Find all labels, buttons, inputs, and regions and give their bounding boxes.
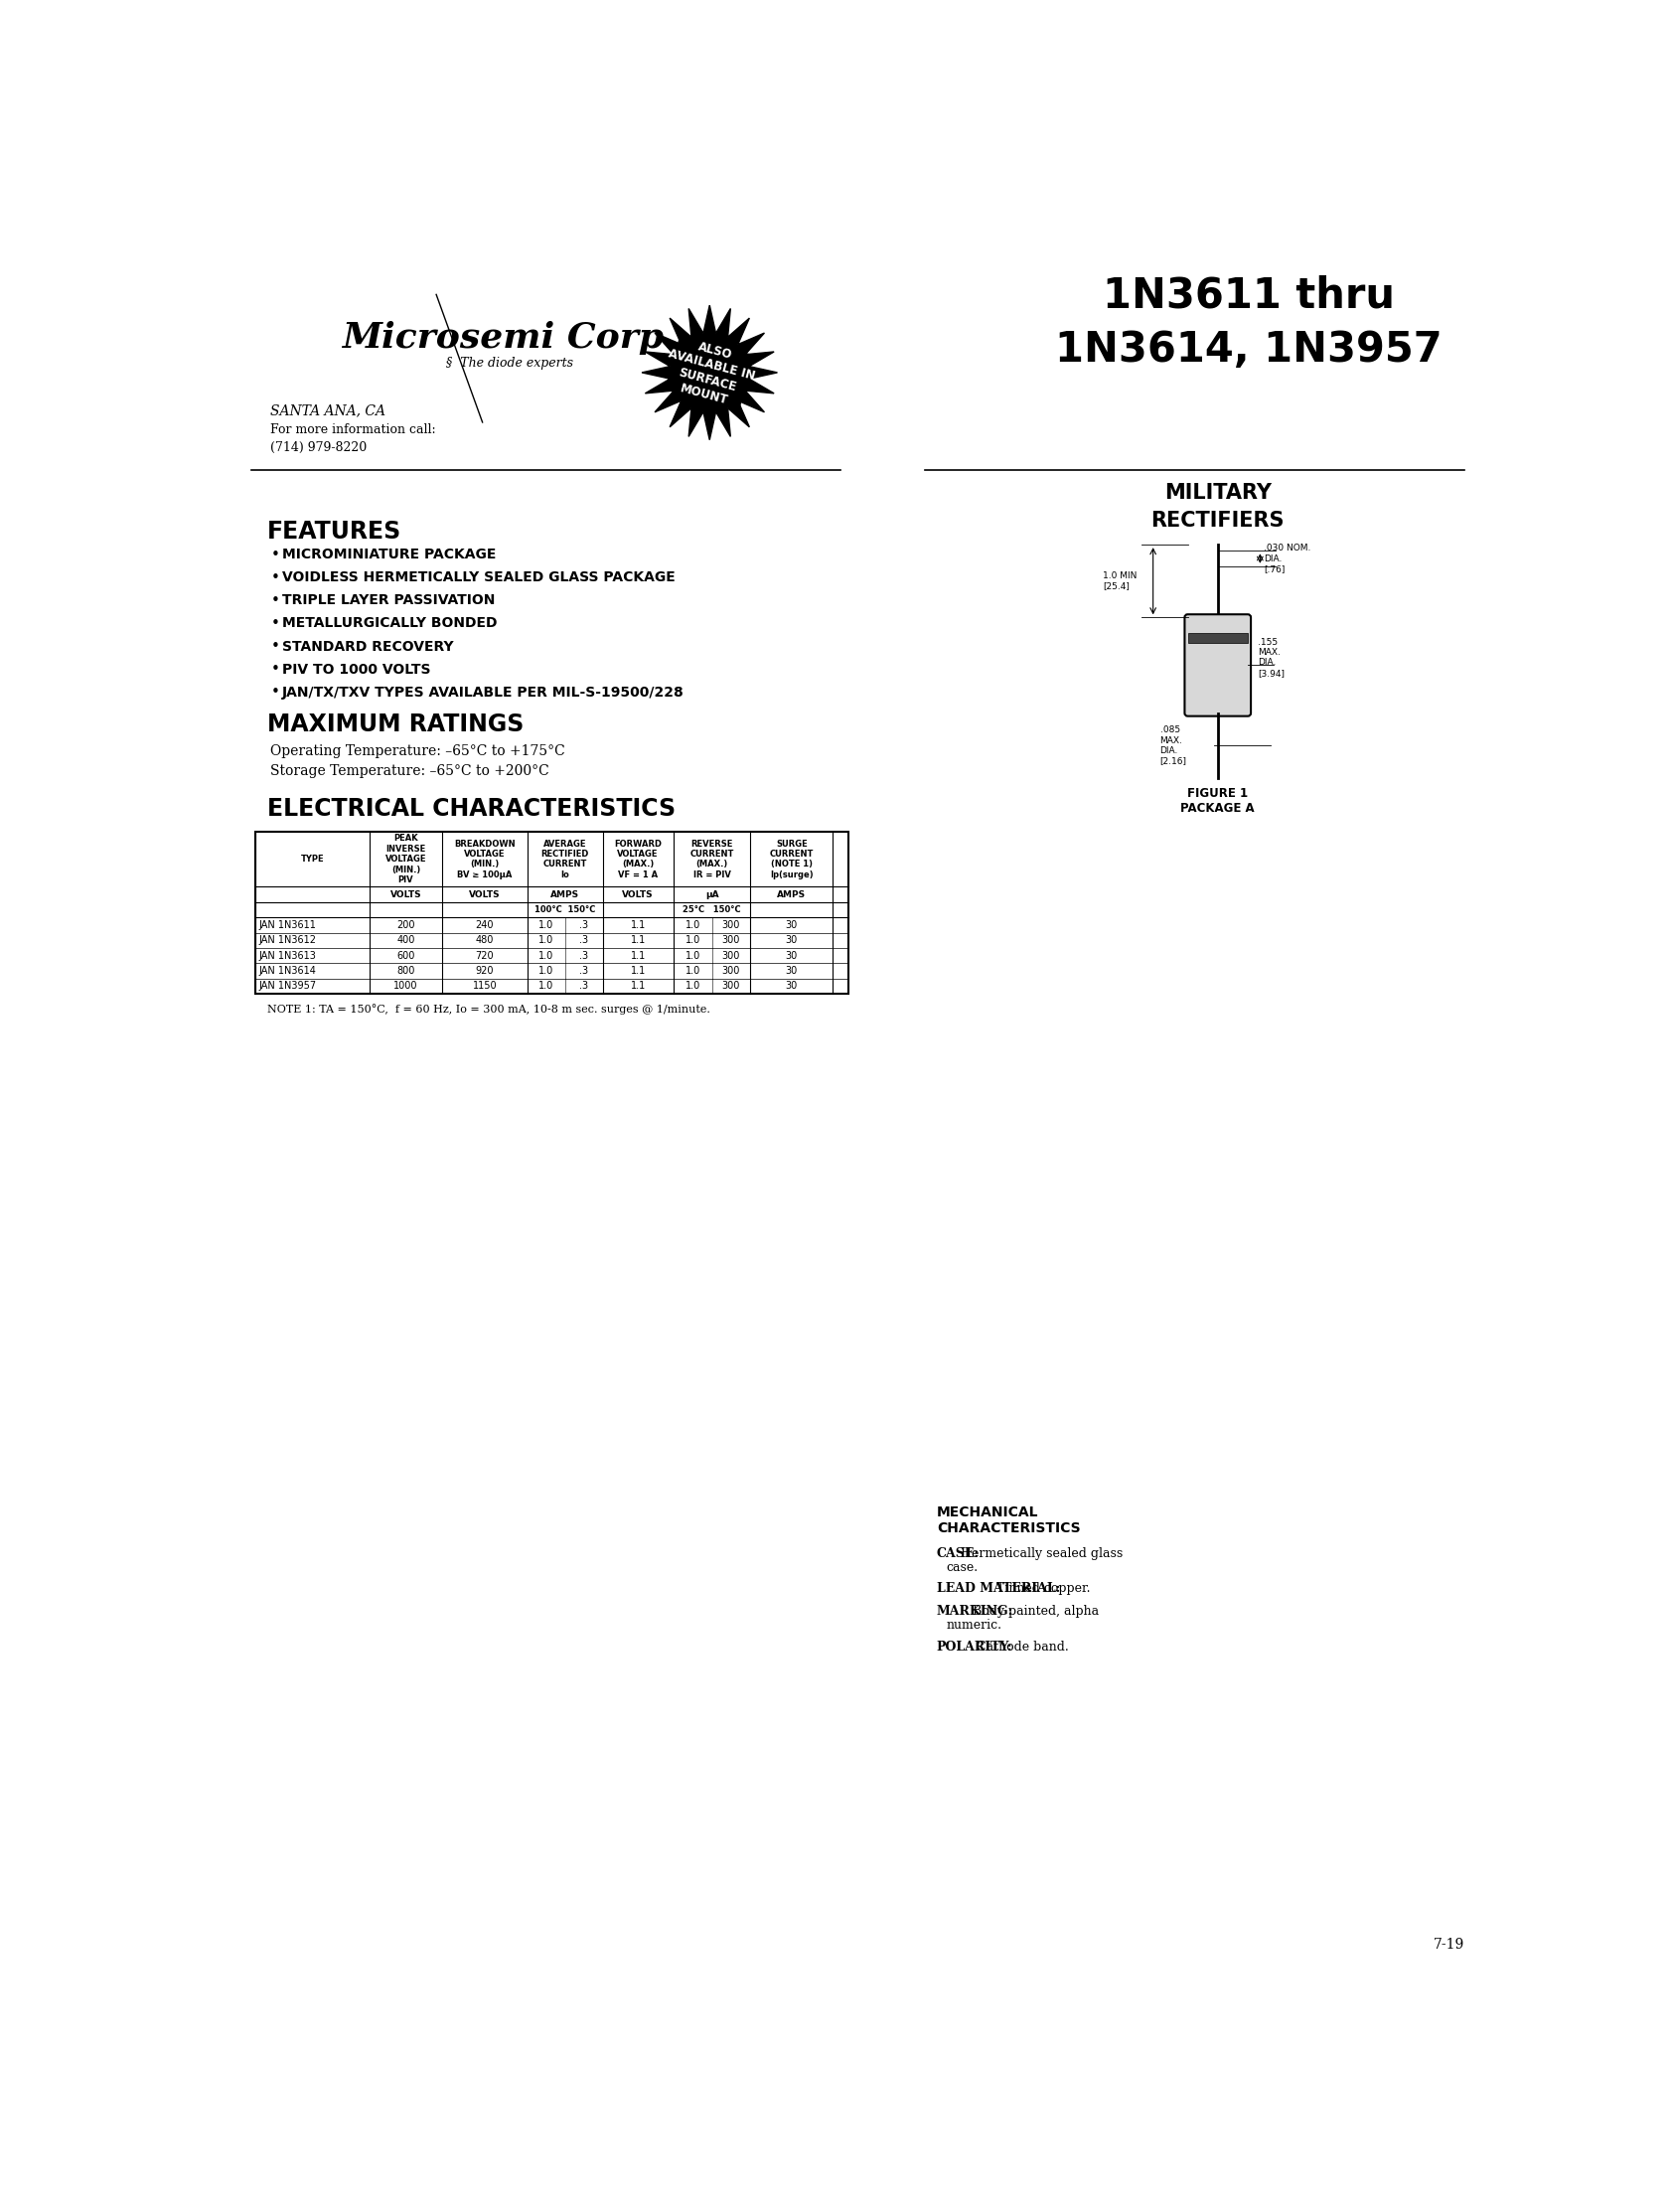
Bar: [256, 832, 848, 993]
Text: 1.0: 1.0: [684, 951, 701, 960]
Text: 1N3611 thru
1N3614, 1N3957: 1N3611 thru 1N3614, 1N3957: [1056, 274, 1442, 372]
Text: ALSO
AVAILABLE IN
SURFACE
MOUNT: ALSO AVAILABLE IN SURFACE MOUNT: [659, 334, 760, 411]
Text: TYPE: TYPE: [301, 854, 325, 863]
Text: Microsemi Corp.: Microsemi Corp.: [343, 321, 676, 354]
Text: 1.1: 1.1: [631, 982, 646, 991]
Bar: [1188, 633, 1248, 644]
Text: .030 NOM.
DIA.
[.76]: .030 NOM. DIA. [.76]: [1263, 544, 1312, 573]
Text: 1.1: 1.1: [631, 967, 646, 975]
Text: Hermetically sealed glass: Hermetically sealed glass: [957, 1546, 1123, 1559]
Text: JAN/TX/TXV TYPES AVAILABLE PER MIL-S-19500/228: JAN/TX/TXV TYPES AVAILABLE PER MIL-S-195…: [283, 686, 684, 699]
Text: 800: 800: [397, 967, 415, 975]
Text: (714) 979-8220: (714) 979-8220: [271, 440, 368, 453]
Text: 30: 30: [786, 951, 798, 960]
Text: •: •: [271, 617, 279, 630]
Text: Operating Temperature: –65°C to +175°C: Operating Temperature: –65°C to +175°C: [271, 745, 565, 759]
Text: FEATURES: FEATURES: [268, 520, 402, 544]
Text: 25°C   150°C: 25°C 150°C: [683, 905, 741, 914]
Text: •: •: [271, 639, 279, 655]
Text: 1.0: 1.0: [684, 967, 701, 975]
Text: VOLTS: VOLTS: [468, 889, 500, 898]
Text: SANTA ANA, CA: SANTA ANA, CA: [271, 405, 386, 418]
Text: .085
MAX.
DIA.
[2.16]: .085 MAX. DIA. [2.16]: [1159, 726, 1186, 765]
Text: case.: case.: [945, 1562, 979, 1573]
Text: .3: .3: [579, 951, 589, 960]
Text: 30: 30: [786, 967, 798, 975]
Text: VOLTS: VOLTS: [390, 889, 422, 898]
Text: POLARITY:: POLARITY:: [937, 1641, 1012, 1652]
Text: AMPS: AMPS: [550, 889, 579, 898]
Text: METALLURGICALLY BONDED: METALLURGICALLY BONDED: [283, 617, 497, 630]
Text: 1.1: 1.1: [631, 951, 646, 960]
Text: MARKING:: MARKING:: [937, 1606, 1014, 1619]
Text: PIV TO 1000 VOLTS: PIV TO 1000 VOLTS: [283, 661, 430, 677]
Text: STANDARD RECOVERY: STANDARD RECOVERY: [283, 639, 453, 653]
Text: Tinned copper.: Tinned copper.: [992, 1582, 1091, 1595]
Text: 300: 300: [723, 936, 739, 945]
Text: 240: 240: [475, 920, 494, 929]
Text: BREAKDOWN
VOLTAGE
(MIN.)
BV ≥ 100μA: BREAKDOWN VOLTAGE (MIN.) BV ≥ 100μA: [453, 838, 515, 878]
Text: LEAD MATERIAL:: LEAD MATERIAL:: [937, 1582, 1061, 1595]
Text: Storage Temperature: –65°C to +200°C: Storage Temperature: –65°C to +200°C: [271, 765, 550, 779]
Text: PEAK
INVERSE
VOLTAGE
(MIN.)
PIV: PEAK INVERSE VOLTAGE (MIN.) PIV: [385, 834, 427, 885]
Text: 1000: 1000: [393, 982, 418, 991]
Text: JAN 1N3614: JAN 1N3614: [258, 967, 316, 975]
Text: .3: .3: [579, 936, 589, 945]
Text: 400: 400: [397, 936, 415, 945]
Text: .3: .3: [579, 967, 589, 975]
Bar: [666, 336, 755, 409]
Text: NOTE 1: TA = 150°C,  f = 60 Hz, Io = 300 mA, 10-8 m sec. surges @ 1/minute.: NOTE 1: TA = 150°C, f = 60 Hz, Io = 300 …: [268, 1004, 709, 1015]
Text: SURGE
CURRENT
(NOTE 1)
Ip(surge): SURGE CURRENT (NOTE 1) Ip(surge): [770, 838, 813, 878]
Text: 1.0: 1.0: [539, 982, 554, 991]
Text: 1.1: 1.1: [631, 936, 646, 945]
Text: 300: 300: [723, 951, 739, 960]
Text: AMPS: AMPS: [778, 889, 806, 898]
Text: 920: 920: [475, 967, 494, 975]
Text: 1.0: 1.0: [684, 982, 701, 991]
Text: 1.0: 1.0: [539, 951, 554, 960]
Text: REVERSE
CURRENT
(MAX.)
IR = PIV: REVERSE CURRENT (MAX.) IR = PIV: [689, 838, 734, 878]
Text: VOLTS: VOLTS: [622, 889, 654, 898]
Text: Body painted, alpha: Body painted, alpha: [969, 1606, 1099, 1619]
Text: VOIDLESS HERMETICALLY SEALED GLASS PACKAGE: VOIDLESS HERMETICALLY SEALED GLASS PACKA…: [283, 571, 676, 584]
Text: 7-19: 7-19: [1434, 1938, 1464, 1951]
Text: 1.0: 1.0: [539, 967, 554, 975]
Text: Cathode band.: Cathode band.: [972, 1641, 1069, 1652]
Text: •: •: [271, 593, 279, 608]
Text: .155
MAX.
DIA.
[3.94]: .155 MAX. DIA. [3.94]: [1258, 637, 1285, 677]
Text: 480: 480: [475, 936, 494, 945]
Polygon shape: [642, 305, 778, 440]
Text: §  The diode experts: § The diode experts: [445, 356, 572, 369]
Text: 200: 200: [397, 920, 415, 929]
Text: FORWARD
VOLTAGE
(MAX.)
VF = 1 A: FORWARD VOLTAGE (MAX.) VF = 1 A: [614, 838, 663, 878]
Text: JAN 1N3612: JAN 1N3612: [258, 936, 316, 945]
Text: 30: 30: [786, 982, 798, 991]
Text: TRIPLE LAYER PASSIVATION: TRIPLE LAYER PASSIVATION: [283, 593, 495, 608]
Text: 1.1: 1.1: [631, 920, 646, 929]
Text: JAN 1N3957: JAN 1N3957: [258, 982, 316, 991]
Text: ELECTRICAL CHARACTERISTICS: ELECTRICAL CHARACTERISTICS: [268, 796, 676, 821]
Text: 1.0 MIN
[25.4]: 1.0 MIN [25.4]: [1103, 571, 1138, 591]
Text: μA: μA: [704, 889, 719, 898]
Text: 30: 30: [786, 920, 798, 929]
Text: 1.0: 1.0: [684, 936, 701, 945]
Text: 1150: 1150: [472, 982, 497, 991]
Text: 1.0: 1.0: [539, 920, 554, 929]
Text: •: •: [271, 571, 279, 586]
Text: MECHANICAL
CHARACTERISTICS: MECHANICAL CHARACTERISTICS: [937, 1504, 1081, 1535]
Text: MILITARY
RECTIFIERS: MILITARY RECTIFIERS: [1151, 482, 1285, 531]
Text: JAN 1N3613: JAN 1N3613: [258, 951, 316, 960]
Text: 300: 300: [723, 967, 739, 975]
FancyBboxPatch shape: [1184, 615, 1251, 717]
Text: .3: .3: [579, 982, 589, 991]
Text: 720: 720: [475, 951, 494, 960]
Text: For more information call:: For more information call:: [271, 422, 437, 436]
Text: CASE:: CASE:: [937, 1546, 979, 1559]
Text: JAN 1N3611: JAN 1N3611: [258, 920, 316, 929]
Text: 300: 300: [723, 982, 739, 991]
Text: 1.0: 1.0: [684, 920, 701, 929]
Text: AVERAGE
RECTIFIED
CURRENT
Io: AVERAGE RECTIFIED CURRENT Io: [540, 838, 589, 878]
Text: 30: 30: [786, 936, 798, 945]
Text: 300: 300: [723, 920, 739, 929]
Text: 600: 600: [397, 951, 415, 960]
